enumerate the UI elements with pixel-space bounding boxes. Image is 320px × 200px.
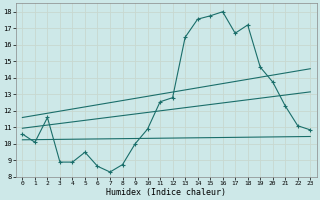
X-axis label: Humidex (Indice chaleur): Humidex (Indice chaleur) (106, 188, 226, 197)
